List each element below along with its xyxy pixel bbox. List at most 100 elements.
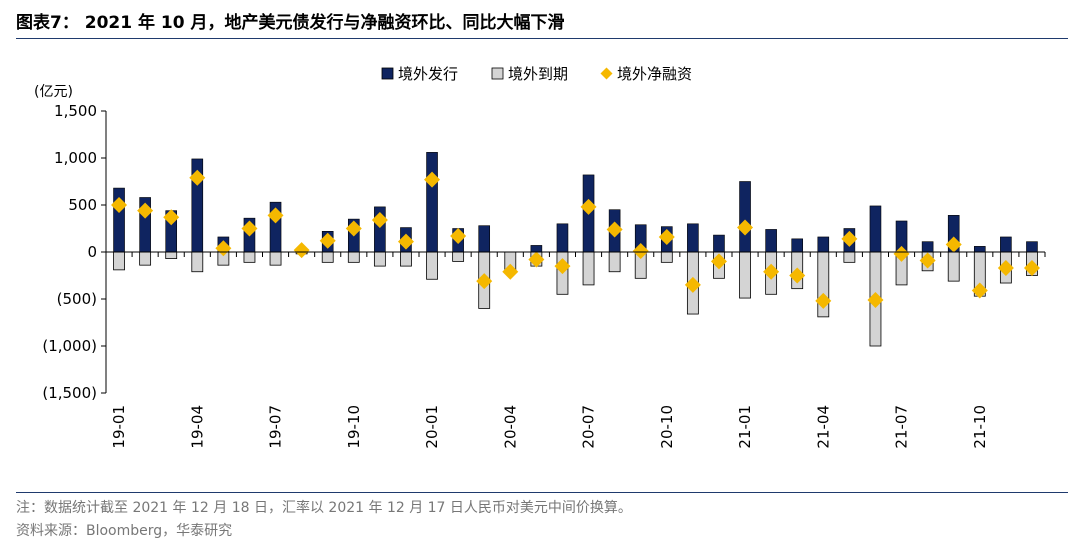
y-tick-label: (1,500) bbox=[42, 384, 97, 402]
legend-swatch bbox=[491, 67, 504, 80]
maturity-bar bbox=[660, 251, 673, 263]
net-marker bbox=[789, 267, 806, 284]
net-marker bbox=[919, 252, 936, 269]
x-tick-label: 21-07 bbox=[893, 405, 911, 449]
net-marker bbox=[971, 282, 988, 299]
net-marker bbox=[684, 276, 701, 293]
net-marker bbox=[632, 243, 649, 260]
issue-bar bbox=[556, 223, 569, 253]
net-marker bbox=[528, 251, 545, 268]
net-marker bbox=[997, 259, 1014, 276]
net-marker bbox=[450, 228, 467, 245]
net-marker bbox=[424, 171, 441, 188]
net-marker bbox=[111, 197, 128, 213]
issue-bar bbox=[713, 234, 725, 253]
net-marker bbox=[763, 263, 780, 280]
net-marker bbox=[241, 220, 258, 237]
net-marker bbox=[293, 242, 310, 259]
net-marker bbox=[1023, 259, 1040, 276]
maturity-bar bbox=[321, 251, 334, 263]
issue-bar bbox=[739, 181, 751, 253]
net-marker bbox=[945, 236, 962, 253]
x-tick-label: 19-10 bbox=[345, 405, 363, 449]
maturity-bar bbox=[243, 251, 256, 263]
net-marker bbox=[345, 220, 362, 237]
issue-bar bbox=[687, 223, 699, 253]
x-tick-label: 21-01 bbox=[736, 405, 754, 449]
legend-label: 境外发行 bbox=[398, 65, 458, 83]
y-tick-label: (500) bbox=[57, 290, 97, 308]
net-marker bbox=[476, 273, 493, 290]
x-tick-label: 20-10 bbox=[658, 405, 676, 449]
net-marker bbox=[737, 219, 754, 236]
net-marker bbox=[580, 198, 597, 215]
x-tick-label: 20-04 bbox=[501, 405, 519, 449]
issue-bar bbox=[478, 225, 491, 253]
maturity-bar bbox=[947, 251, 960, 282]
x-tick-label: 21-04 bbox=[814, 405, 832, 449]
maturity-bar bbox=[582, 251, 595, 286]
y-axis-unit: (亿元) bbox=[34, 84, 73, 100]
net-marker bbox=[502, 263, 519, 280]
x-tick-label: 19-07 bbox=[267, 405, 285, 449]
maturity-bar bbox=[739, 251, 751, 299]
maturity-bar bbox=[165, 251, 178, 259]
issue-bar bbox=[1000, 236, 1012, 253]
maturity-bar bbox=[452, 251, 465, 262]
net-marker bbox=[163, 209, 180, 226]
issue-bar bbox=[1026, 241, 1038, 253]
legend: 境外发行 境外到期 境外净融资 bbox=[381, 65, 692, 83]
maturity-bar bbox=[113, 251, 125, 271]
net-marker bbox=[397, 233, 414, 250]
x-tick-label: 19-04 bbox=[188, 405, 206, 449]
net-marker bbox=[267, 207, 284, 224]
net-marker bbox=[371, 212, 388, 229]
net-marker bbox=[815, 292, 832, 309]
x-axis: 19-01 19-04 19-07 19-10 20-01 20-04 20-07 20-10… bbox=[105, 251, 1046, 449]
legend-swatch bbox=[600, 67, 613, 80]
maturity-bar bbox=[400, 251, 412, 267]
y-tick-label: 500 bbox=[68, 196, 97, 214]
net-marker bbox=[319, 232, 336, 249]
net-marker bbox=[189, 169, 206, 186]
issue-bar bbox=[817, 236, 830, 253]
maturity-bar bbox=[191, 251, 204, 273]
y-tick-label: (1,000) bbox=[42, 337, 97, 355]
maturity-bar bbox=[373, 251, 386, 267]
maturity-bar bbox=[426, 251, 438, 280]
issue-bar bbox=[921, 241, 934, 253]
net-marker bbox=[606, 221, 623, 238]
legend-label: 境外净融资 bbox=[617, 65, 692, 83]
issue-bar bbox=[791, 238, 804, 253]
x-tick-label: 19-01 bbox=[110, 405, 128, 449]
footer-divider bbox=[16, 492, 1068, 493]
maturity-bar bbox=[347, 251, 360, 263]
issue-bar bbox=[869, 205, 882, 253]
maturity-bar bbox=[139, 251, 152, 266]
net-marker bbox=[710, 253, 727, 270]
issue-bar bbox=[530, 245, 543, 253]
footnote: 注：数据统计截至 2021 年 12 月 18 日，汇率以 2021 年 12 … bbox=[16, 500, 632, 516]
net-marker bbox=[893, 245, 910, 262]
y-tick-label: 1,000 bbox=[54, 149, 97, 167]
y-axis: 1,500 1,000 500 0 (500) (1,000) (1,500) bbox=[42, 102, 107, 402]
issue-bar bbox=[973, 246, 986, 253]
net-marker bbox=[554, 258, 571, 275]
x-tick-label: 20-07 bbox=[580, 405, 598, 449]
x-tick-label: 20-01 bbox=[423, 405, 441, 449]
issue-bar bbox=[426, 152, 438, 253]
net-marker bbox=[867, 291, 884, 308]
source-note: 资料来源：Bloomberg，华泰研究 bbox=[16, 523, 233, 539]
maturity-bar bbox=[269, 251, 282, 266]
legend-label: 境外到期 bbox=[508, 65, 568, 83]
y-tick-label: 1,500 bbox=[54, 102, 97, 120]
chart-title: 图表7： 2021 年 10 月，地产美元债发行与净融资环比、同比大幅下滑 bbox=[16, 13, 565, 33]
maturity-bar bbox=[608, 251, 621, 273]
title-divider bbox=[16, 38, 1068, 39]
x-tick-label: 21-10 bbox=[971, 405, 989, 449]
y-tick-label: 0 bbox=[87, 243, 97, 261]
net-marker bbox=[137, 202, 154, 219]
net-marker bbox=[841, 230, 858, 247]
net-marker bbox=[658, 228, 675, 245]
